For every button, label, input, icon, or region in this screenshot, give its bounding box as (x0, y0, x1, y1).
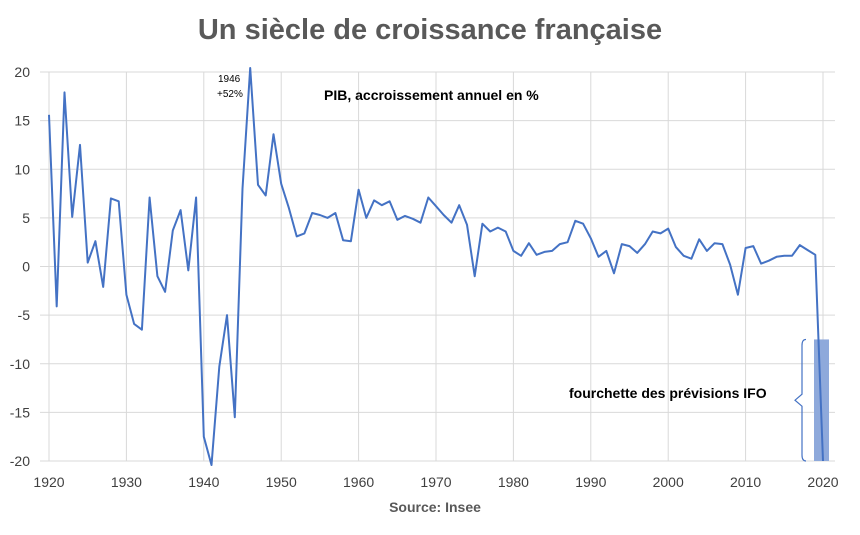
x-tick-label: 2010 (730, 474, 761, 490)
y-tick-label: -5 (18, 307, 31, 323)
y-tick-label: -10 (10, 356, 30, 372)
x-tick-label: 2000 (653, 474, 684, 490)
y-tick-label: 0 (22, 259, 30, 275)
x-tick-label: 1960 (343, 474, 374, 490)
x-tick-label: 1950 (266, 474, 297, 490)
peak-year-label: 1946 (218, 74, 241, 85)
y-tick-label: 15 (14, 113, 30, 129)
x-axis-ticks: 1920 1930 1940 1950 1960 1970 1980 1990 2000 2010… (33, 474, 838, 490)
gridlines (40, 71, 835, 462)
series-label: PIB, accroissement annuel en % (324, 87, 539, 103)
x-tick-label: 2020 (807, 474, 838, 490)
forecast-bracket (794, 338, 807, 462)
y-tick-label: 5 (22, 210, 30, 226)
y-tick-label: 20 (14, 64, 30, 80)
x-tick-label: 1940 (188, 474, 219, 490)
x-tick-label: 1920 (33, 474, 64, 490)
y-tick-label: -15 (10, 404, 30, 420)
gdp-growth-line (48, 67, 824, 466)
x-tick-label: 1970 (420, 474, 451, 490)
y-axis-ticks: 20 15 10 5 0 -5 -10 -15 -20 (10, 64, 30, 469)
x-tick-label: 1980 (498, 474, 529, 490)
x-tick-label: 1990 (575, 474, 606, 490)
peak-value-label: +52% (217, 89, 243, 100)
forecast-label: fourchette des prévisions IFO (569, 385, 767, 401)
chart-title: Un siècle de croissance française (197, 14, 663, 46)
y-tick-label: 10 (14, 161, 30, 177)
x-tick-label: 1930 (111, 474, 142, 490)
y-tick-label: -20 (10, 453, 30, 469)
source-label: Source: Insee (389, 499, 481, 515)
